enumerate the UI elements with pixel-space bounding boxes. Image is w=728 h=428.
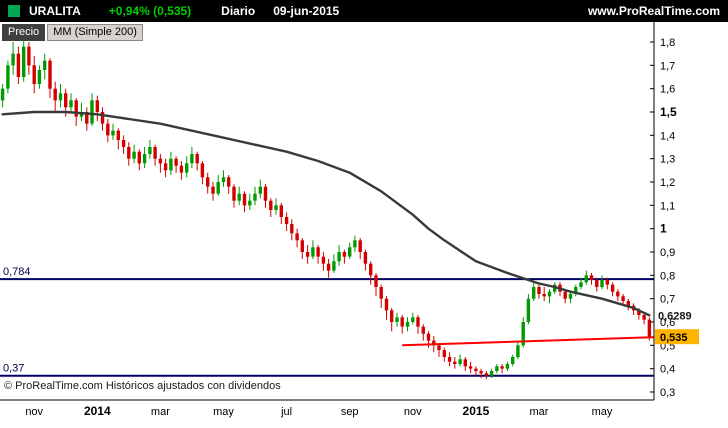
svg-text:0,8: 0,8 [660, 270, 675, 282]
svg-text:2014: 2014 [84, 404, 111, 418]
trend-line[interactable] [402, 336, 655, 347]
svg-text:0,535: 0,535 [660, 332, 688, 344]
svg-text:nov: nov [404, 406, 422, 418]
top-bar: URALITA +0,94% (0,535) Diario 09-jun-201… [0, 0, 728, 22]
svg-text:sep: sep [341, 406, 359, 418]
y-axis[interactable]: 1,81,71,61,51,41,31,21,110,90,80,70,60,5… [650, 22, 677, 400]
symbol-name: URALITA [29, 4, 81, 18]
last-price-badge: 0,535 [655, 329, 699, 345]
chart-area[interactable]: 0,784 0,37 1,8 1,7 1,6 1,5 1,4 1,3 1,2 1,1 1 0,9 0,8… [0, 22, 728, 428]
svg-text:1,4: 1,4 [660, 130, 675, 142]
svg-text:2015: 2015 [463, 404, 490, 418]
date-label: 09-jun-2015 [273, 4, 340, 18]
svg-text:0,9: 0,9 [660, 247, 675, 259]
svg-text:1,2: 1,2 [660, 177, 675, 189]
svg-text:1,5: 1,5 [660, 105, 677, 119]
price-change: +0,94% (0,535) [108, 4, 192, 18]
svg-text:1,3: 1,3 [660, 154, 675, 166]
svg-text:mar: mar [151, 406, 170, 418]
svg-text:1: 1 [660, 222, 667, 236]
svg-text:1,1: 1,1 [660, 200, 675, 212]
svg-text:0,784: 0,784 [3, 266, 31, 278]
svg-text:nov: nov [25, 406, 43, 418]
ma-value-label: 0,6289 [658, 310, 692, 322]
svg-text:1,7: 1,7 [660, 60, 675, 72]
svg-text:may: may [592, 406, 613, 418]
prorealtime-logo-icon [8, 5, 20, 17]
svg-text:jul: jul [280, 406, 292, 418]
svg-text:0,3: 0,3 [660, 387, 675, 399]
price-pane-label[interactable]: Precio [2, 24, 46, 41]
svg-text:1,8: 1,8 [660, 37, 675, 49]
svg-text:0,6: 0,6 [660, 317, 675, 329]
pane-chips: Precio MM (Simple 200) [2, 24, 143, 41]
svg-text:0,7: 0,7 [660, 294, 675, 306]
svg-text:0,4: 0,4 [660, 364, 675, 376]
svg-text:0,6289: 0,6289 [658, 310, 692, 322]
timeframe-label[interactable]: Diario [221, 4, 256, 18]
ma200-line[interactable] [1, 110, 651, 317]
horizontal-level-lines[interactable]: 0,784 0,37 [0, 266, 654, 377]
svg-text:mar: mar [530, 406, 549, 418]
svg-text:may: may [213, 406, 234, 418]
svg-text:0,37: 0,37 [3, 363, 24, 375]
svg-text:1,6: 1,6 [660, 84, 675, 96]
copyright-note: © ProRealTime.com Históricos ajustados c… [4, 380, 281, 392]
ma-indicator-chip[interactable]: MM (Simple 200) [47, 24, 143, 41]
price-chart-canvas[interactable]: 0,784 0,37 1,8 1,7 1,6 1,5 1,4 1,3 1,2 1,1 1 0,9 0,8… [0, 22, 728, 428]
x-axis[interactable]: nov 2014 mar may jul sep nov 2015 mar may [0, 399, 654, 418]
candlestick-series [0, 37, 652, 380]
site-link[interactable]: www.ProRealTime.com [587, 4, 720, 18]
